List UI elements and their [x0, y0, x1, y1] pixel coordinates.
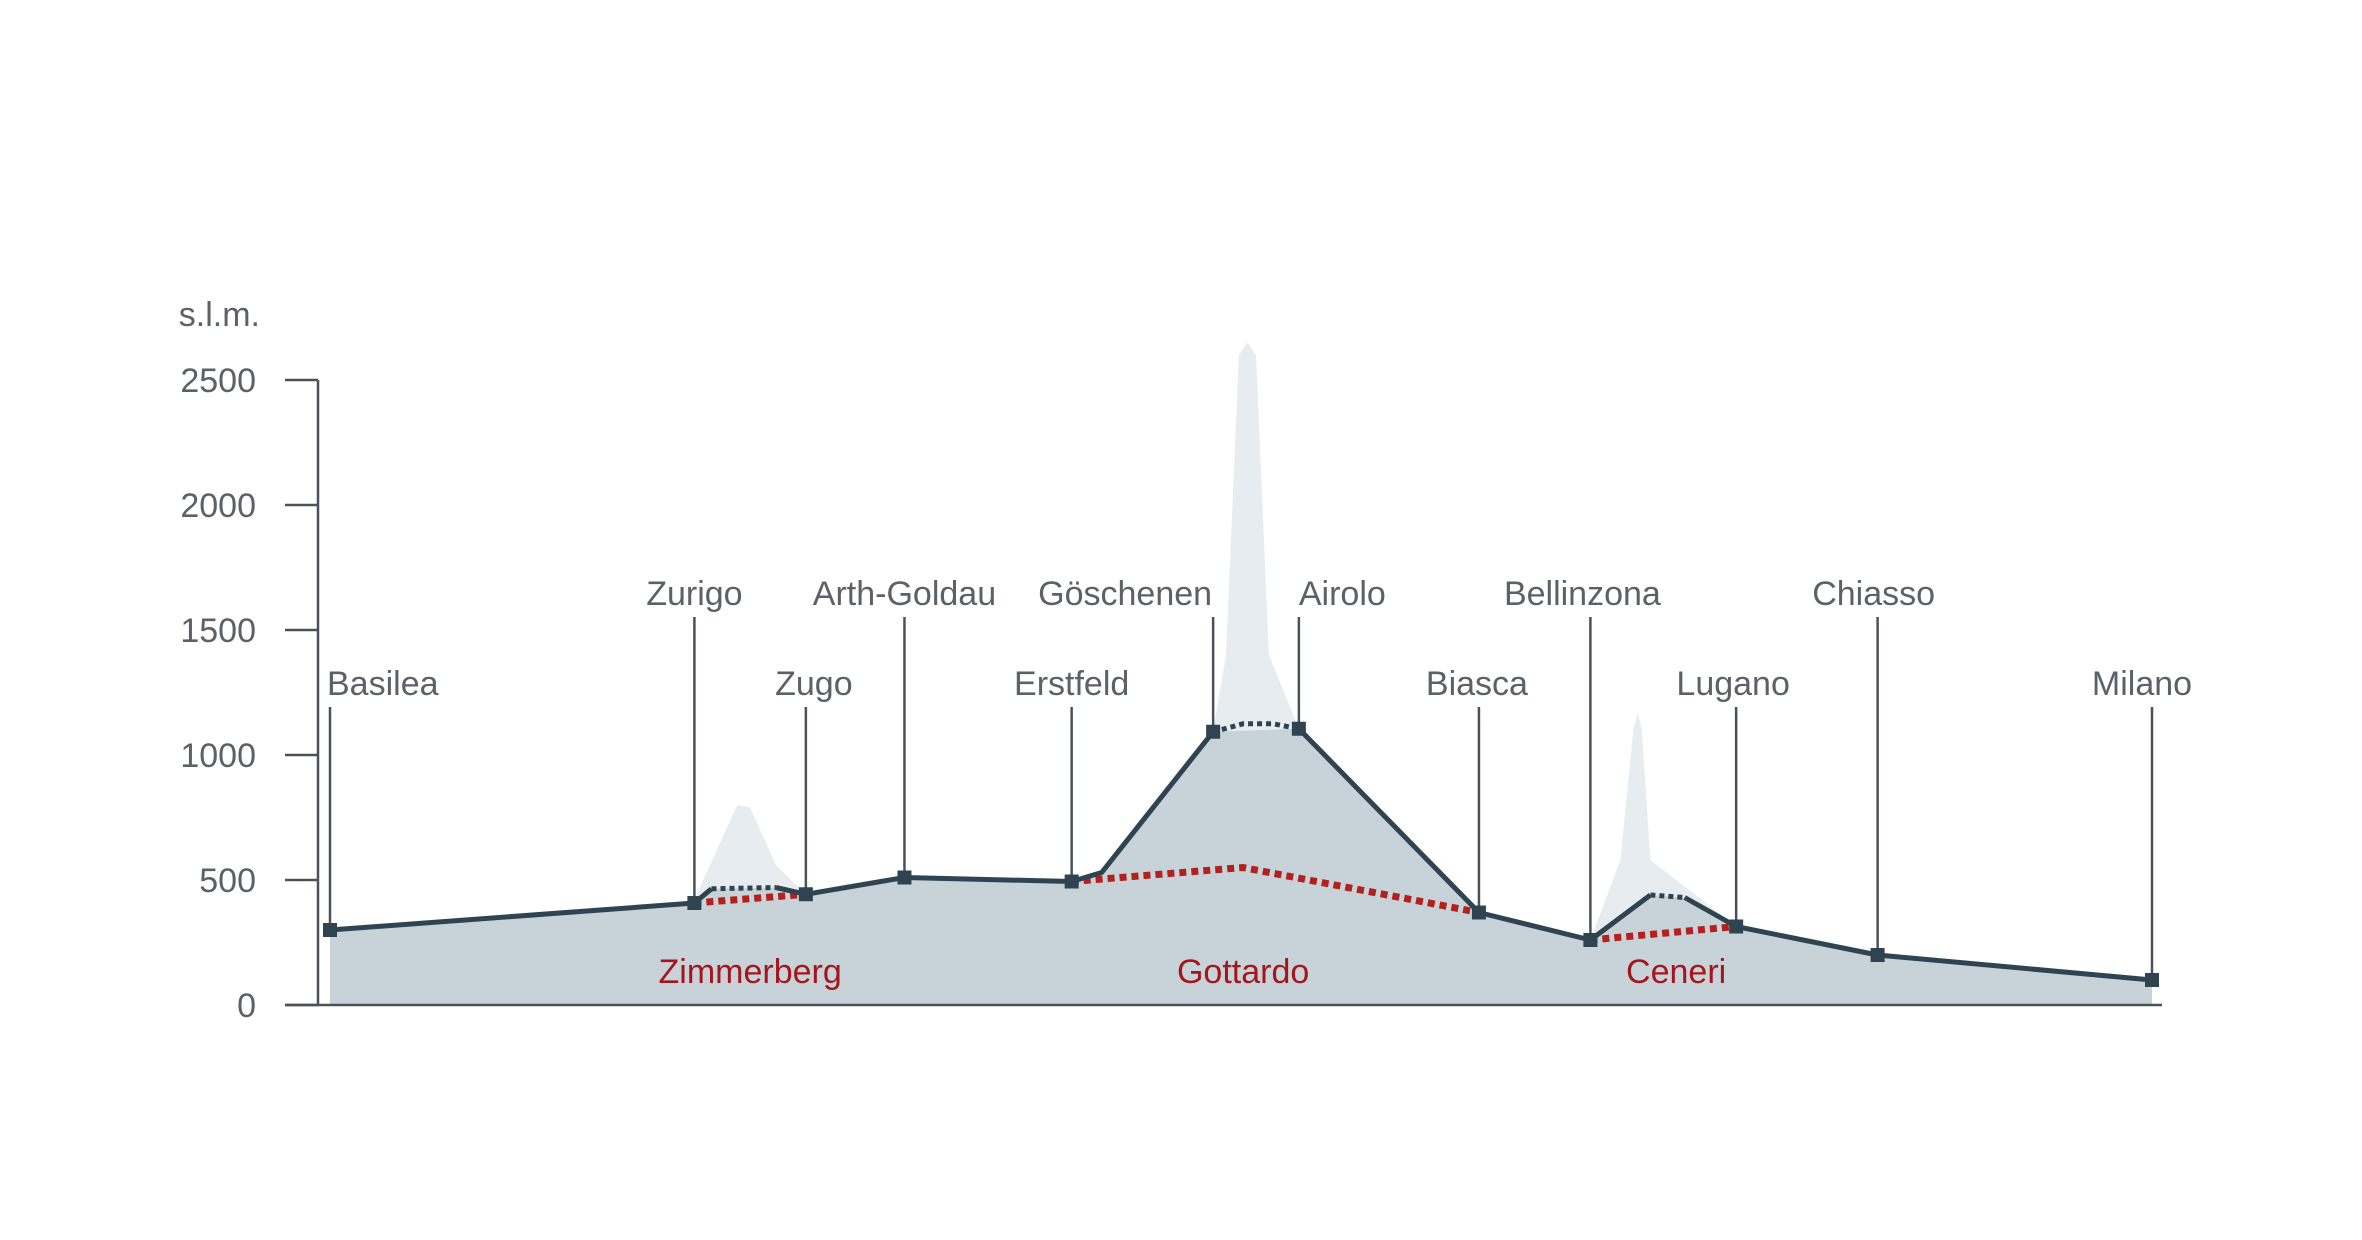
station-marker-lugano	[1729, 919, 1744, 934]
station-label-airolo: Airolo	[1299, 575, 1386, 613]
historic-tunnel-1	[1212, 721, 1300, 735]
station-label-basilea: Basilea	[327, 665, 439, 703]
station-label-goschenen: Göschenen	[1038, 575, 1212, 613]
station-markers	[323, 721, 2159, 987]
station-label-erstfeld: Erstfeld	[1014, 665, 1129, 703]
station-label-lugano: Lugano	[1676, 665, 1789, 703]
station-marker-bellinzona	[1583, 933, 1598, 947]
y-tick-label-1500: 1500	[180, 612, 256, 650]
station-leader-lines	[328, 617, 2154, 980]
station-marker-biasca	[1471, 905, 1486, 920]
y-tick-label-500: 500	[199, 862, 256, 900]
mountain-terrain-area	[330, 342, 2152, 1005]
station-marker-zugo	[798, 887, 813, 902]
historic-tunnel-2	[1650, 892, 1685, 900]
historic-line-segment-3	[1683, 895, 2153, 983]
station-marker-erstfeld	[1064, 874, 1079, 889]
station-label-bellinzona: Bellinzona	[1504, 575, 1661, 613]
station-label-zugo: Zugo	[775, 665, 853, 703]
station-marker-airolo	[1291, 721, 1306, 736]
tunnel-label-gottardo: Gottardo	[1177, 953, 1309, 991]
station-marker-goschenen	[1206, 724, 1221, 739]
tunnel-label-zimmerberg: Zimmerberg	[659, 953, 842, 991]
base-tunnels-layer	[694, 863, 1737, 944]
station-labels: Basilea Zurigo Zugo Arth-Goldau Erstfeld Gösc…	[327, 575, 2192, 703]
station-label-chiasso: Chiasso	[1812, 575, 1935, 613]
tunnel-labels: Zimmerberg Gottardo Ceneri	[659, 953, 1727, 991]
terrain-layer	[330, 342, 2152, 1005]
y-tick-label-2000: 2000	[180, 487, 256, 525]
y-tick-label-0: 0	[237, 987, 256, 1025]
base-tunnel-zimmerberg	[694, 890, 807, 907]
y-tick-label-1000: 1000	[180, 737, 256, 775]
station-marker-milano	[2145, 973, 2159, 987]
station-label-biasca: Biasca	[1426, 665, 1528, 703]
y-tick-label-2500: 2500	[180, 362, 256, 400]
station-marker-basilea	[323, 923, 337, 937]
tunnel-label-ceneri: Ceneri	[1626, 953, 1726, 991]
station-marker-arth-goldau	[897, 870, 912, 885]
station-marker-chiasso	[1870, 948, 1885, 962]
y-axis: 0 500 1000 1500 2000 2500 s.l.m.	[179, 296, 2162, 1025]
y-axis-unit-label: s.l.m.	[179, 296, 260, 334]
base-tunnel-ceneri	[1590, 923, 1737, 944]
base-tunnel-gottardo	[1071, 863, 1480, 916]
station-marker-zurigo	[687, 896, 702, 910]
historic-line-segment-2	[1297, 727, 1652, 943]
station-label-milano: Milano	[2092, 665, 2192, 703]
station-label-zurigo: Zurigo	[646, 575, 742, 613]
historic-tunnel-0	[711, 885, 776, 892]
station-label-arth-goldau: Arth-Goldau	[813, 575, 996, 613]
